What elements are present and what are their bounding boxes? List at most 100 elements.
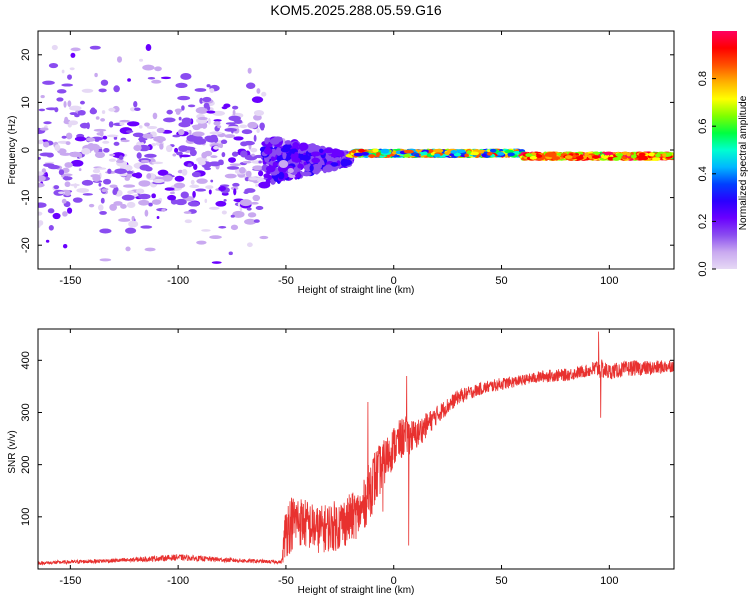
- spectrogram-blob: [161, 174, 173, 182]
- spectrogram-blob: [39, 127, 49, 131]
- spectrogram-blob: [213, 119, 222, 122]
- spectrogram-blob: [98, 204, 104, 211]
- spectrogram-blob: [263, 147, 273, 155]
- spectrogram-blob: [54, 107, 59, 113]
- spectrogram-blob: [136, 188, 145, 194]
- spectrogram-blob: [129, 107, 136, 112]
- spectrogram-blob: [118, 155, 124, 161]
- spectrogram-blob: [210, 155, 218, 159]
- spectrogram-blob: [138, 137, 148, 141]
- spectrogram-blob: [38, 171, 44, 176]
- spectrogram-blob: [190, 179, 195, 185]
- spectrogram-blob: [113, 201, 123, 206]
- spectrogram-blob: [218, 186, 226, 192]
- spectrogram-blob: [322, 166, 328, 174]
- x-tick-label: 50: [495, 275, 507, 287]
- colorbar-tick-label: 0.8: [697, 71, 709, 86]
- spectrogram-blob: [125, 246, 131, 252]
- spectrogram-blob: [225, 122, 236, 125]
- spectrogram-blob: [260, 127, 265, 131]
- spectrogram-blob: [136, 152, 142, 159]
- spectrogram-blob: [40, 95, 45, 99]
- spectrogram-blob: [140, 225, 153, 229]
- spectrogram-blob: [127, 78, 132, 82]
- spectrogram-blob: [196, 240, 207, 245]
- spectrogram-blob: [64, 162, 73, 168]
- spectrogram-blob: [100, 118, 106, 122]
- spectrogram-blob: [81, 147, 91, 155]
- spectrogram-blob: [230, 224, 239, 231]
- x-tick-label: 100: [600, 575, 618, 587]
- spectrogram-blob: [151, 79, 162, 84]
- spectrogram-blob: [148, 202, 153, 207]
- spectrogram-blob: [202, 96, 212, 103]
- spectrogram-blob: [183, 211, 192, 214]
- spectrogram-blob: [108, 158, 116, 162]
- spectrogram-blob: [192, 131, 205, 137]
- spectrogram-blob: [43, 163, 55, 168]
- spectrogram-blob: [255, 183, 259, 187]
- spectrogram-blob: [99, 258, 112, 262]
- spectrogram-blob: [251, 96, 264, 103]
- spectrogram-blob: [100, 79, 109, 86]
- spectrogram-blob: [270, 156, 276, 162]
- spectrogram-blob: [108, 107, 116, 112]
- spectrogram-blob: [253, 219, 260, 223]
- spectrogram-blob: [422, 151, 428, 156]
- spectrogram-blob: [175, 198, 187, 206]
- spectrogram-blob: [247, 121, 258, 129]
- x-tick-label: -100: [167, 275, 189, 287]
- spectrogram-blob: [648, 152, 656, 157]
- spectrogram-blob: [195, 157, 208, 163]
- spectrogram-blob: [209, 88, 215, 94]
- spectrogram-blob: [146, 125, 158, 130]
- spectrogram-blob: [190, 148, 196, 154]
- spectrogram-blob: [504, 154, 509, 158]
- spectrogram-blob: [165, 145, 173, 153]
- spectrogram-blob: [94, 139, 100, 142]
- spectrogram-blob: [89, 143, 100, 151]
- spectrogram-y-ticks: -20 -10 0 10 20: [20, 49, 674, 253]
- chart-title: KOM5.2025.288.05.59.G16: [270, 2, 441, 18]
- spectrogram-blob: [114, 168, 127, 174]
- spectrogram-blob: [119, 122, 125, 126]
- spectrogram-blob: [180, 72, 192, 80]
- spectrogram-blob: [195, 106, 209, 114]
- spectrogram-blob: [297, 163, 303, 169]
- spectrogram-blob: [77, 109, 86, 116]
- spectrogram-blob: [166, 109, 173, 115]
- spectrogram-blob: [317, 160, 323, 169]
- spectrogram-blob: [592, 155, 600, 159]
- spectrogram-blob: [138, 199, 150, 206]
- spectrogram-blob: [70, 52, 76, 58]
- spectrogram-blob: [108, 121, 114, 128]
- spectrogram-blob: [292, 141, 300, 149]
- spectrogram-blob: [125, 227, 137, 234]
- spectrogram-blob: [86, 122, 90, 130]
- spectrogram-blob: [102, 135, 108, 140]
- spectrogram-blob: [218, 225, 227, 229]
- spectrogram-blob: [184, 219, 192, 224]
- x-tick-label: 0: [391, 275, 397, 287]
- spectrogram-blob: [82, 193, 93, 196]
- spectrogram-blob: [284, 140, 292, 145]
- spectrogram-blob: [181, 117, 192, 125]
- spectrogram-blob: [298, 142, 309, 151]
- spectrogram-blob: [265, 178, 271, 185]
- spectrogram-blob: [61, 135, 67, 139]
- spectrogram-blob: [204, 135, 215, 141]
- spectrogram-blob: [229, 163, 242, 167]
- spectrogram-blob: [481, 153, 487, 158]
- spectrogram-blob: [243, 190, 249, 194]
- spectrogram-blob: [264, 137, 270, 145]
- spectrogram-blob: [43, 121, 52, 125]
- spectrogram-blob: [287, 168, 294, 174]
- spectrogram-blob: [221, 151, 226, 158]
- spectrogram-blob: [551, 156, 561, 161]
- spectrogram-blob: [341, 159, 353, 166]
- spectrogram-blob: [197, 116, 208, 121]
- spectrogram-blob: [132, 132, 144, 138]
- spectrogram-blob: [95, 116, 100, 120]
- spectrogram-blob: [123, 184, 136, 188]
- spectrogram-blob: [156, 127, 165, 134]
